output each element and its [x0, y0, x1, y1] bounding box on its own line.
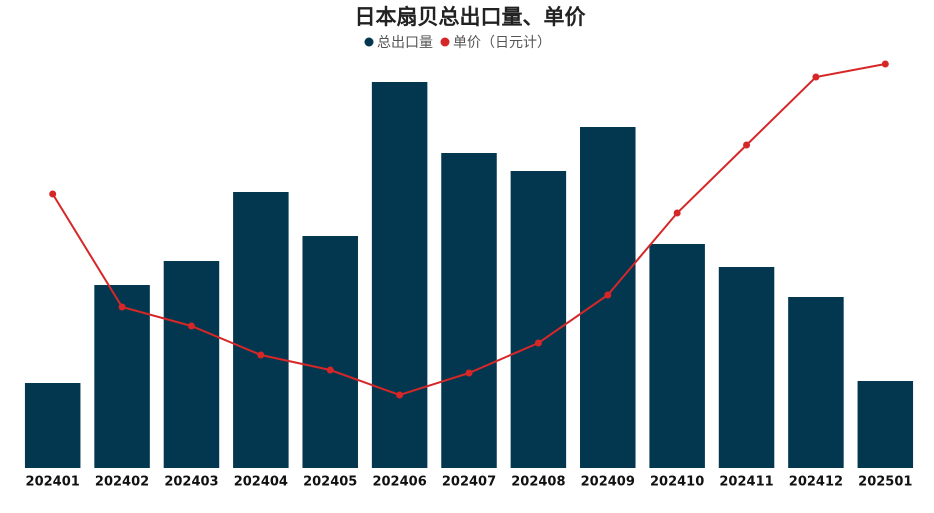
bar	[233, 192, 289, 468]
point	[257, 351, 265, 359]
point	[396, 391, 404, 399]
x-tick-label: 202501	[858, 475, 912, 490]
x-tick-label: 202408	[511, 475, 565, 490]
x-tick-label: 202406	[372, 475, 426, 490]
x-tick-label: 202412	[789, 475, 843, 490]
bar	[302, 236, 358, 468]
x-tick-label: 202411	[719, 475, 773, 490]
legend: 总出口量 单价（日元计）	[364, 35, 551, 51]
point	[812, 73, 820, 81]
bar	[371, 82, 428, 468]
point	[673, 209, 681, 217]
legend-marker	[440, 37, 450, 47]
point	[534, 339, 542, 347]
x-tick-label: 202404	[234, 475, 288, 490]
bar	[788, 297, 844, 468]
point	[465, 369, 473, 377]
bar	[649, 244, 705, 468]
bar	[718, 267, 775, 468]
bar	[857, 381, 914, 468]
point	[49, 190, 57, 198]
x-tick-label: 202409	[581, 475, 635, 490]
x-tick-label: 202407	[442, 475, 496, 490]
legend-label: 单价（日元计）	[453, 35, 551, 51]
point	[881, 60, 889, 68]
point	[326, 366, 334, 374]
x-tick-label: 202402	[95, 475, 149, 490]
point	[743, 141, 751, 149]
x-tick-label: 202405	[303, 475, 357, 490]
bar	[94, 285, 150, 468]
bar	[24, 383, 81, 468]
bar	[510, 171, 567, 468]
point	[187, 322, 195, 330]
legend-label: 总出口量	[377, 35, 433, 51]
x-tick-label: 202403	[164, 475, 218, 490]
chart-title: 日本扇贝总出口量、单价	[355, 5, 587, 29]
x-tick-label: 202401	[26, 475, 80, 490]
x-tick-label: 202410	[650, 475, 704, 490]
legend-marker	[364, 37, 374, 47]
point	[118, 303, 126, 311]
bar	[163, 261, 220, 468]
bar	[441, 153, 497, 468]
point	[604, 291, 612, 299]
